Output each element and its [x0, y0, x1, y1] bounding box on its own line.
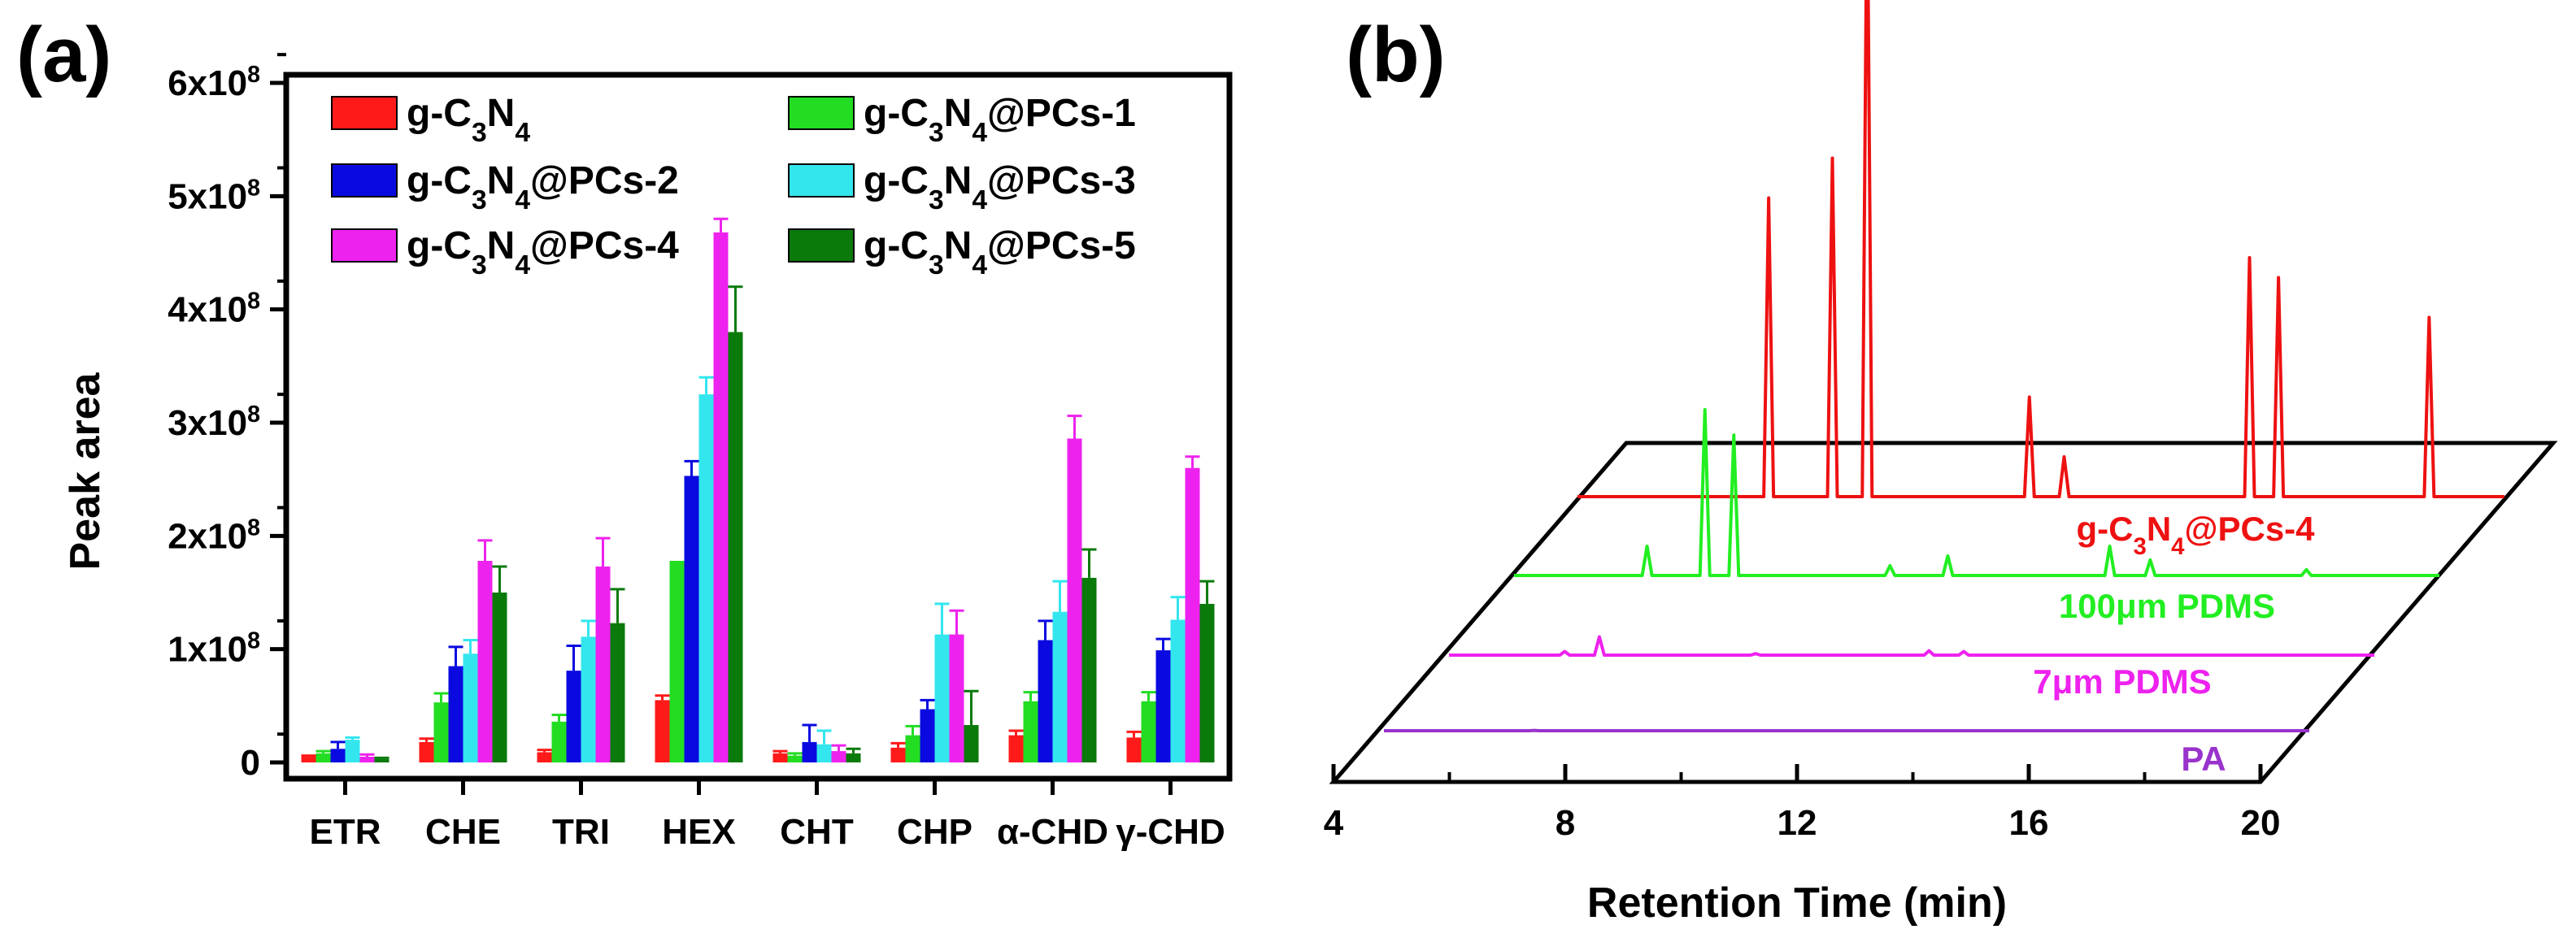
panel-a-y-axis-title: Peak area	[62, 371, 109, 570]
panel-b-trace-label: 100μm PDMS	[2059, 587, 2275, 625]
panel-a-bar	[581, 636, 596, 762]
panel-a-legend-swatch	[789, 164, 854, 197]
panel-a-y-tick-label: 2x108	[168, 515, 260, 556]
panel-a-y-tick-label: 3x108	[168, 402, 260, 443]
panel-b-x-tick-label: 8	[1556, 803, 1575, 843]
panel-a-legend-label: g-C3N4@PCs-5	[864, 224, 1136, 280]
panel-a-bar	[670, 561, 685, 762]
panel-b-trace-label: 7μm PDMS	[2033, 662, 2211, 701]
panel-a-x-tick-label: α-CHD	[997, 812, 1108, 852]
panel-a-bar	[1200, 604, 1215, 762]
panel-a-label: (a)	[16, 11, 111, 98]
panel-a-bar	[773, 753, 788, 762]
panel-a-bar	[1186, 468, 1200, 762]
panel-a-bar	[920, 710, 935, 762]
panel-a-bar	[537, 752, 552, 762]
panel-a-y-tick-label: 5x108	[168, 175, 260, 216]
panel-a-bar	[567, 671, 581, 762]
panel-a-bar	[420, 742, 434, 762]
panel-a-bar	[1024, 701, 1038, 762]
panel-b-traces: g-C3N4@PCs-4 100μm PDMS 7μm PDMS PA	[1384, 0, 2504, 778]
panel-a-bar	[1127, 737, 1142, 762]
panel-a-legend-swatch	[332, 164, 397, 197]
panel-a-x-tick-label: ETR	[310, 812, 381, 852]
panel-a-bar	[935, 635, 950, 762]
panel-b-trace	[1449, 637, 2374, 656]
panel-a-x-tick-label: TRI	[552, 812, 610, 852]
panel-a-bar	[1038, 641, 1053, 762]
panel-a-y-axis: 0 1x108 2x108 3x108 4x108 5x108 6x108	[168, 54, 286, 783]
panel-b-trace	[1514, 410, 2439, 575]
panel-a-bar	[478, 561, 493, 762]
panel-b-x-axis: 4 8 12 16 20	[1324, 764, 2281, 843]
panel-a-bar	[552, 722, 567, 762]
panel-a-legend-swatch	[332, 229, 397, 262]
panel-a-legend: g-C3N4 g-C3N4@PCs-1 g-C3N4@PCs-2 g-C3N4@PCs…	[332, 92, 1136, 280]
panel-a-legend-label: g-C3N4@PCs-4	[407, 224, 679, 280]
panel-a-x-tick-label: CHP	[897, 812, 973, 852]
panel-a-bar	[950, 635, 964, 762]
panel-a-bar	[1068, 439, 1082, 762]
panel-a-bar	[449, 667, 463, 762]
panel-a-x-axis: ETR CHE TRI HEX CHT CHP α-CHD γ-CHD	[310, 779, 1225, 852]
panel-b-x-tick-label: 16	[2009, 803, 2049, 843]
panel-a-y-tick-label: 0	[241, 743, 260, 783]
panel-a-bar	[714, 232, 729, 762]
panel-a-bar	[1053, 612, 1068, 762]
panel-a-bar	[463, 654, 478, 762]
panel-b-stacked-chromatograms: (b) g-C3N4@PCs-4 100μm PDMS 7μm PDMS PA 4 8 1…	[1324, 0, 2553, 927]
panel-a-bars	[302, 219, 1215, 762]
panel-a-legend-label: g-C3N4@PCs-3	[864, 159, 1136, 215]
panel-b-x-tick-label: 4	[1324, 803, 1344, 843]
panel-a-bar	[906, 736, 920, 762]
panel-a-legend-label: g-C3N4@PCs-2	[407, 159, 679, 215]
panel-a-bar	[360, 757, 375, 762]
panel-a-bar	[1156, 650, 1171, 762]
panel-a-bar	[302, 757, 316, 762]
panel-a-legend-swatch	[789, 97, 854, 129]
panel-a-bar	[729, 332, 743, 762]
panel-a-bar	[1009, 736, 1024, 762]
panel-a-legend-label: g-C3N4@PCs-1	[864, 92, 1136, 148]
panel-a-y-tick-label: 4x108	[168, 289, 260, 330]
panel-a-bar	[817, 745, 832, 762]
panel-a-y-tick-label: 6x108	[168, 62, 260, 103]
panel-a-bar	[611, 623, 625, 762]
panel-a-bar	[493, 593, 507, 762]
panel-a-bar	[1171, 619, 1186, 762]
panel-a-bar	[1142, 701, 1156, 762]
panel-a-bar	[846, 753, 861, 762]
panel-a-bar	[803, 742, 817, 762]
panel-b-x-axis-title: Retention Time (min)	[1587, 879, 2007, 927]
panel-a-bar	[596, 567, 611, 762]
panel-a-bar	[434, 702, 449, 762]
panel-a-bar	[331, 749, 346, 762]
panel-a-legend-swatch	[789, 229, 854, 262]
panel-a-x-tick-label: CHT	[780, 812, 854, 852]
panel-a-x-tick-label: CHE	[425, 812, 501, 852]
panel-a-bar	[699, 394, 714, 762]
panel-b-trace-label: PA	[2181, 740, 2226, 778]
panel-a-bar	[346, 740, 360, 762]
panel-a-bar	[1082, 578, 1097, 762]
panel-a-bar	[832, 751, 846, 762]
panel-b-x-tick-label: 20	[2241, 803, 2281, 843]
panel-a-bar	[316, 753, 331, 762]
panel-b-trace	[1577, 0, 2504, 497]
panel-a-bar-chart: (a) 0 1x108 2x108 3x108 4x108 5x108 6x108 ETR C…	[16, 11, 1229, 852]
panel-a-bar	[685, 476, 699, 762]
panel-b-x-tick-label: 12	[1778, 803, 1817, 843]
panel-a-x-tick-label: HEX	[662, 812, 735, 852]
panel-a-bar	[788, 756, 803, 762]
panel-a-bar	[891, 748, 906, 762]
panel-a-bar	[964, 725, 979, 762]
panel-b-label: (b)	[1346, 11, 1446, 98]
panel-a-legend-label: g-C3N4	[407, 92, 530, 148]
figure: (a) 0 1x108 2x108 3x108 4x108 5x108 6x108 ETR C…	[0, 0, 2576, 951]
panel-a-x-tick-label: γ-CHD	[1116, 812, 1225, 852]
panel-a-bar	[655, 700, 670, 762]
panel-a-y-tick-label: 1x108	[168, 628, 260, 670]
panel-a-bar	[375, 759, 389, 762]
panel-a-legend-swatch	[332, 97, 397, 129]
